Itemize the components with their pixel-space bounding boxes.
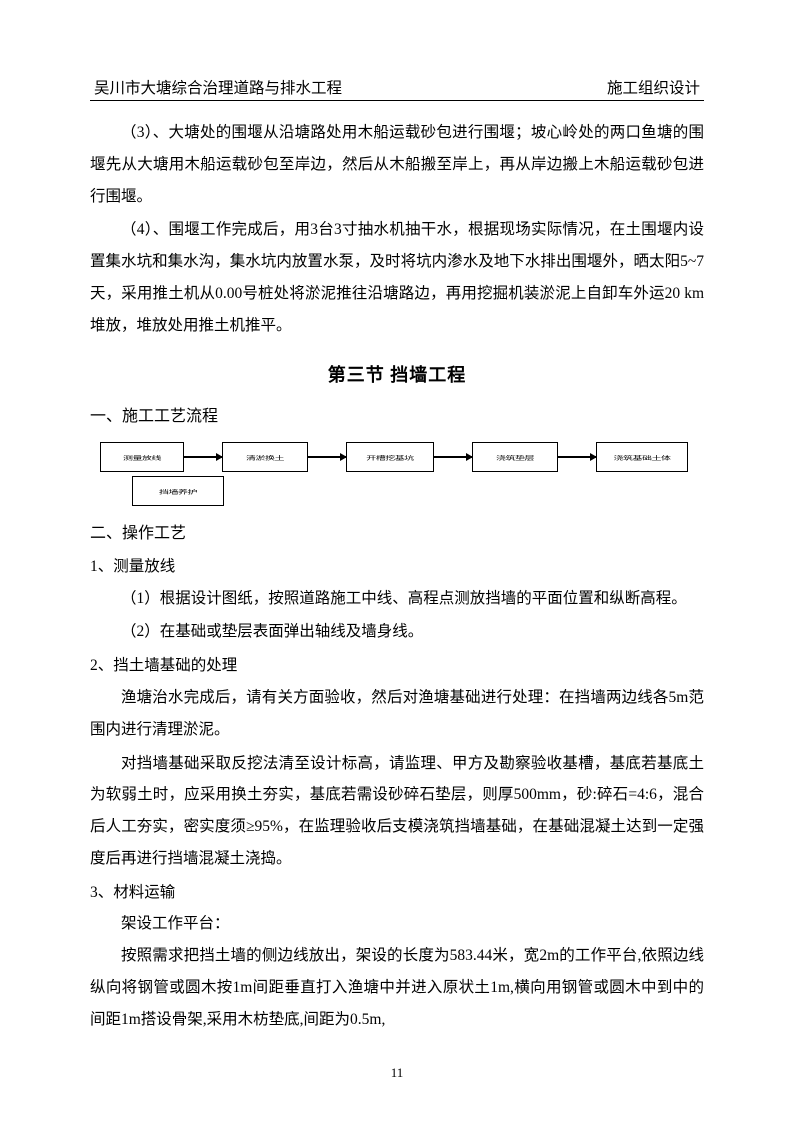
flow-box-2: 清淤换土	[222, 442, 308, 472]
flow-arrow-icon	[558, 456, 596, 458]
flowchart: 测量放线 清淤换土 开槽挖基坑 浇筑垫层 浇筑基础土体 挡墙养护	[90, 442, 704, 506]
header-right: 施工组织设计	[607, 76, 700, 98]
page-header: 吴川市大塘综合治理道路与排水工程 施工组织设计	[90, 76, 704, 98]
flowchart-row-1: 测量放线 清淤换土 开槽挖基坑 浇筑垫层 浇筑基础土体	[100, 442, 704, 472]
flowchart-row-2: 挡墙养护	[132, 476, 704, 506]
sub-heading-2: 2、挡土墙基础的处理	[90, 650, 704, 682]
flow-arrow-icon	[184, 456, 222, 458]
section-title: 第三节 挡墙工程	[90, 357, 704, 393]
paragraph-4: （4）、围堰工作完成后，用3台3寸抽水机抽干水，根据现场实际情况，在土围堰内设置…	[90, 214, 704, 341]
flow-box-3: 开槽挖基坑	[346, 442, 434, 472]
flow-arrow-icon	[434, 456, 472, 458]
flow-arrow-icon	[308, 456, 346, 458]
flow-box-5: 浇筑基础土体	[596, 442, 688, 472]
page-number: 11	[0, 1065, 794, 1081]
header-left: 吴川市大塘综合治理道路与排水工程	[94, 76, 342, 98]
flow-box-4: 浇筑垫层	[472, 442, 558, 472]
heading-process: 一、施工工艺流程	[90, 401, 704, 434]
sub3-p1: 架设工作平台：	[90, 908, 704, 940]
sub-heading-3: 3、材料运输	[90, 877, 704, 909]
heading-operation: 二、操作工艺	[90, 518, 704, 551]
sub2-p1: 渔塘治水完成后，请有关方面验收，然后对渔塘基础进行处理：在挡墙两边线各5m范围内…	[90, 682, 704, 746]
sub-heading-1: 1、测量放线	[90, 551, 704, 583]
sub3-p2: 按照需求把挡土墙的侧边线放出，架设的长度为583.44米，宽2m的工作平台,依照…	[90, 940, 704, 1035]
flow-box-1: 测量放线	[100, 442, 184, 472]
sub1-p1: （1）根据设计图纸，按照道路施工中线、高程点测放挡墙的平面位置和纵断高程。	[90, 583, 704, 615]
sub2-p2: 对挡墙基础采取反挖法清至设计标高，请监理、甲方及勘察验收基槽，基底若基底土为软弱…	[90, 748, 704, 875]
paragraph-3: （3）、大塘处的围堰从沿塘路处用木船运载砂包进行围堰；坡心岭处的两口鱼塘的围堰先…	[90, 117, 704, 212]
flow-box-6: 挡墙养护	[132, 476, 224, 506]
sub1-p2: （2）在基础或垫层表面弹出轴线及墙身线。	[90, 616, 704, 648]
header-divider	[90, 100, 704, 101]
